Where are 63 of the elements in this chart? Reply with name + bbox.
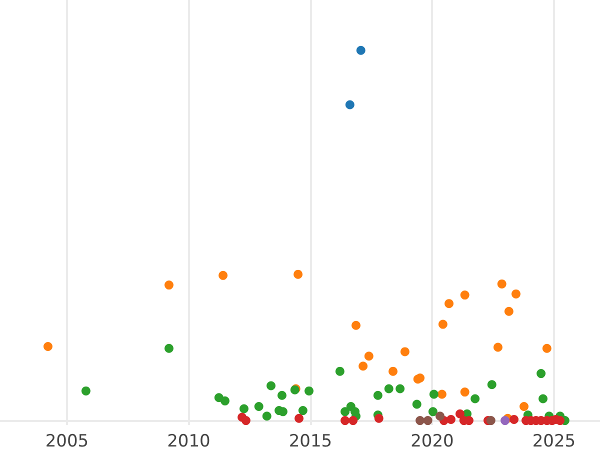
x-tick-label: 2010: [167, 432, 210, 450]
point: [428, 407, 438, 416]
point: [536, 369, 546, 378]
point: [437, 390, 446, 399]
point: [412, 400, 422, 409]
point: [416, 416, 425, 426]
point: [438, 320, 448, 329]
point: [335, 366, 344, 376]
point: [436, 412, 445, 421]
point: [356, 46, 366, 55]
point: [266, 381, 276, 390]
point: [423, 416, 432, 426]
x-tick-label: 2015: [288, 432, 332, 450]
x-tick-label: 2020: [410, 432, 454, 450]
point: [298, 406, 308, 416]
point: [358, 362, 368, 371]
point: [340, 416, 350, 426]
point: [400, 347, 410, 356]
point: [510, 414, 519, 424]
point: [388, 366, 398, 376]
point: [542, 344, 552, 353]
point: [364, 352, 374, 361]
point: [504, 306, 514, 316]
point: [486, 416, 496, 426]
point: [254, 402, 264, 411]
point: [164, 344, 174, 353]
point: [460, 388, 470, 397]
point: [348, 416, 358, 426]
point: [220, 396, 230, 406]
point: [497, 279, 506, 288]
point: [487, 380, 496, 390]
point: [241, 416, 250, 426]
point: [538, 394, 548, 404]
point: [304, 386, 314, 396]
point: [240, 404, 248, 414]
point: [294, 270, 303, 279]
point: [429, 390, 438, 399]
point: [396, 384, 405, 394]
point: [373, 390, 382, 400]
point: [262, 412, 272, 421]
point: [444, 299, 454, 308]
point: [374, 414, 384, 423]
point: [500, 416, 510, 426]
point: [512, 289, 520, 298]
point: [520, 402, 529, 411]
point: [460, 290, 470, 300]
point: [446, 414, 456, 424]
point: [455, 409, 464, 418]
x-tick-label: 2025: [532, 432, 576, 450]
point: [416, 373, 425, 382]
point: [164, 280, 174, 290]
point: [294, 414, 304, 423]
point: [470, 394, 480, 404]
point: [277, 390, 286, 400]
point: [493, 342, 502, 352]
point: [352, 320, 361, 330]
point: [218, 270, 228, 280]
point: [43, 342, 52, 352]
x-tick-label: 2005: [45, 432, 89, 450]
point: [384, 384, 394, 394]
point: [340, 407, 350, 416]
point: [81, 386, 90, 396]
point: [345, 100, 354, 110]
